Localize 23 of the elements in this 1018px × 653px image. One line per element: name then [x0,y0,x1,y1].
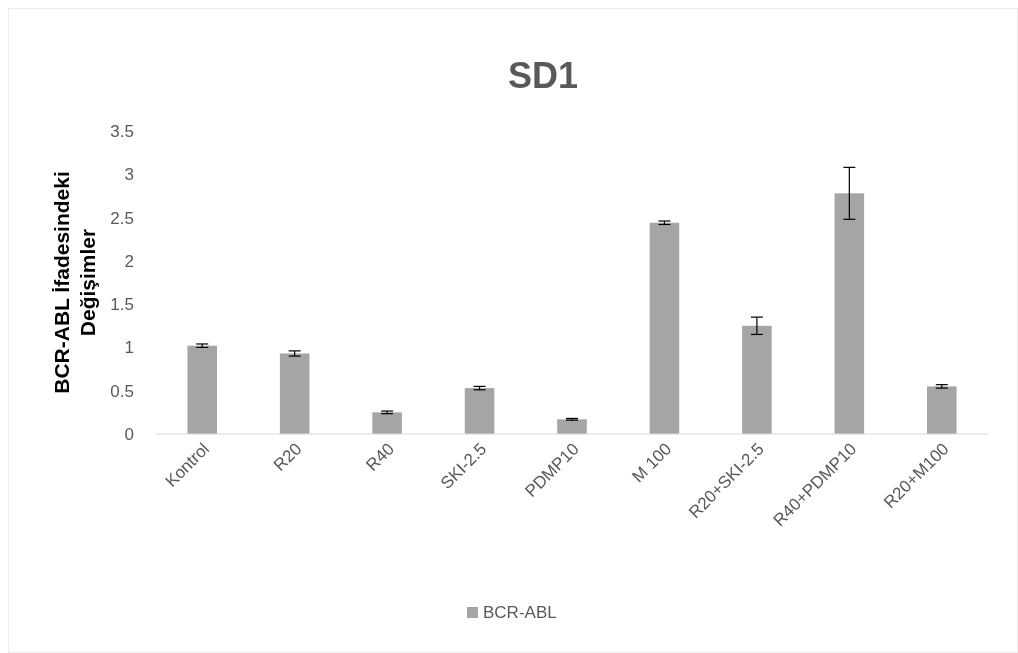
bar [187,345,218,434]
bar [649,222,680,434]
bar [926,386,957,434]
bar [834,193,865,434]
x-tick-label: M 100 [628,439,676,487]
bar [557,419,587,434]
y-tick-label: 3.5 [110,121,134,141]
legend-label: BCR-ABL [483,603,557,622]
y-tick-label: 1.5 [110,295,134,315]
y-tick-label: 2 [124,251,134,271]
y-tick-label: 3 [124,165,134,185]
bar [464,388,495,434]
y-tick-label: 1 [124,338,134,358]
x-tick-label: R40 [362,439,398,475]
x-tick-label: R20 [270,439,306,475]
y-tick-label: 2.5 [110,208,134,228]
chart-title: SD1 [507,55,579,96]
bar [742,325,772,434]
bar [279,353,310,434]
bar [372,412,402,434]
y-tick-label: 0.5 [110,381,134,401]
y-axis-title: BCR-ABL İfadesindeki Değişimler [50,171,99,394]
y-tick-label: 0 [124,424,134,444]
